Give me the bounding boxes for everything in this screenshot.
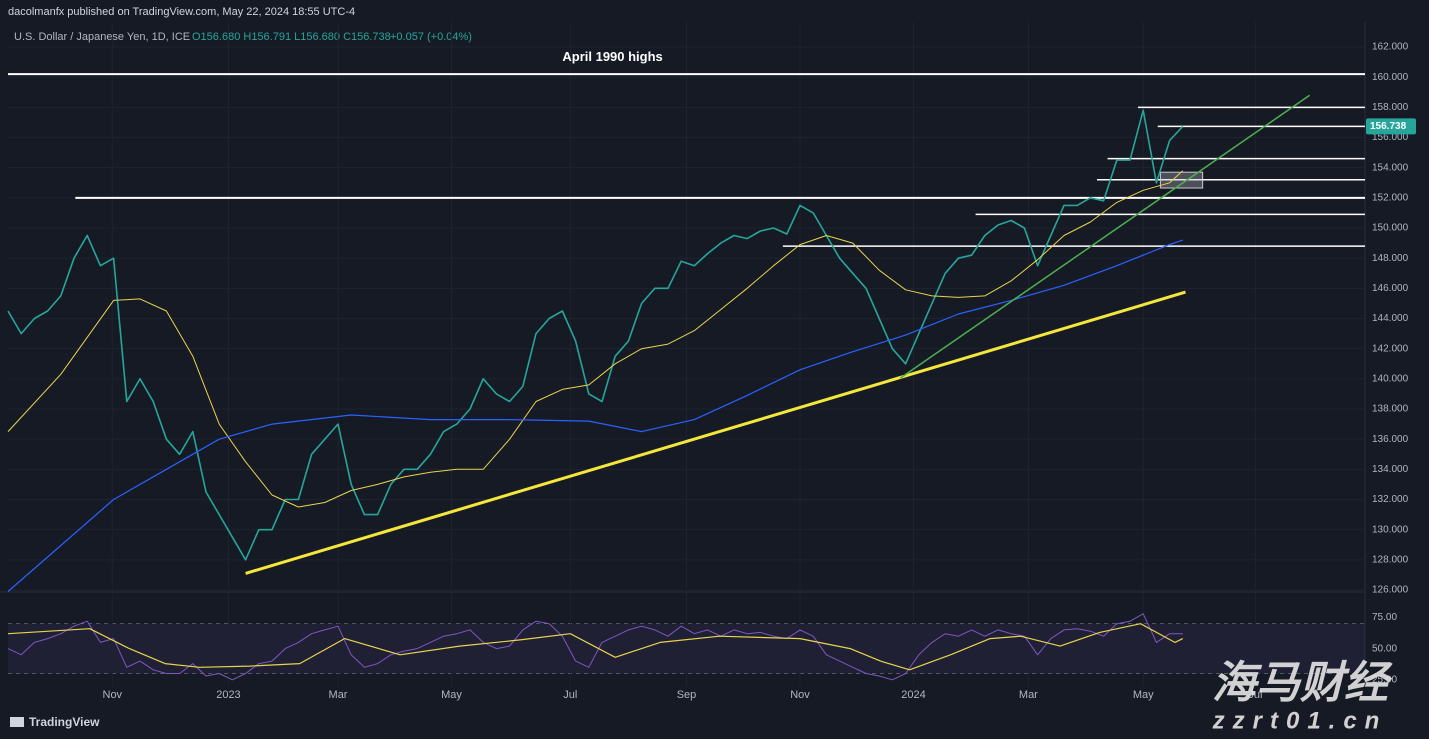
annotation: April 1990 highs bbox=[562, 49, 662, 64]
x-tick-label: May bbox=[441, 689, 462, 701]
x-tick-label: Sep bbox=[677, 689, 697, 701]
x-tick-label: May bbox=[1133, 689, 1154, 701]
y-tick-label: 138.000 bbox=[1372, 404, 1409, 415]
x-tick-label: Nov bbox=[790, 689, 810, 701]
y-tick-label: 154.000 bbox=[1372, 162, 1409, 173]
pane: 126.000 128.000 130.000 132.000 134.000 136.0… bbox=[7, 22, 1416, 596]
y-tick-label: 128.000 bbox=[1372, 554, 1409, 565]
x-tick-label: Mar bbox=[1019, 689, 1038, 701]
last-price-badge bbox=[1366, 118, 1416, 135]
zone-box bbox=[1159, 171, 1204, 189]
y-tick-label: 158.000 bbox=[1372, 102, 1409, 113]
y-tick-label: 50.00 bbox=[1372, 643, 1397, 654]
x-tick-label: Nov bbox=[103, 689, 123, 701]
series-line bbox=[7, 623, 1184, 671]
ohlc: O156.680 H156.791 L156.680 C156.738 bbox=[192, 31, 391, 43]
series-line bbox=[7, 239, 1183, 592]
y-tick-label: 156.000 bbox=[1372, 132, 1409, 143]
pane: Nov 2023 Mar May Jul Sep Nov 2024 Mar May Jul 25.00… bbox=[7, 593, 1397, 701]
x-tick-label: Jul bbox=[563, 689, 577, 701]
symbol: U.S. Dollar / Japanese Yen, 1D, ICE bbox=[14, 31, 190, 43]
series-line bbox=[7, 613, 1183, 681]
y-tick-label: 146.000 bbox=[1372, 283, 1409, 294]
x-tick-label: 2023 bbox=[216, 689, 240, 701]
trendline bbox=[899, 94, 1311, 379]
y-tick-label: 160.000 bbox=[1372, 72, 1409, 83]
y-tick-label: 130.000 bbox=[1372, 524, 1409, 535]
x-tick-label: Jul bbox=[1248, 689, 1262, 701]
y-tick-label: 136.000 bbox=[1372, 434, 1409, 445]
y-tick-label: 140.000 bbox=[1372, 373, 1409, 384]
x-tick-label: 2024 bbox=[901, 689, 925, 701]
y-tick-label: 162.000 bbox=[1372, 42, 1409, 53]
y-tick-label: 148.000 bbox=[1372, 253, 1409, 264]
y-tick-label: 126.000 bbox=[1372, 585, 1409, 596]
y-tick-label: 134.000 bbox=[1372, 464, 1409, 475]
y-tick-label: 144.000 bbox=[1372, 313, 1409, 324]
series-line bbox=[7, 170, 1184, 508]
y-tick-label: 132.000 bbox=[1372, 494, 1409, 505]
last-price-label: 156.738 bbox=[1370, 121, 1407, 132]
trendline bbox=[245, 290, 1186, 575]
y-tick-label: 150.000 bbox=[1372, 223, 1409, 234]
brand: TradingView bbox=[29, 715, 100, 729]
series-line bbox=[7, 109, 1184, 561]
y-tick-label: 25.00 bbox=[1372, 674, 1397, 685]
watermark-title: 海马财经 bbox=[1212, 659, 1393, 708]
watermark-site: zzrt01.cn bbox=[1212, 707, 1388, 734]
brand-logo: TradingView bbox=[10, 715, 100, 729]
x-tick-label: Mar bbox=[329, 689, 348, 701]
y-tick-label: 142.000 bbox=[1372, 343, 1409, 354]
change: +0.057 (+0.04%) bbox=[390, 31, 472, 43]
y-tick-label: 75.00 bbox=[1372, 612, 1397, 623]
logo-mark bbox=[10, 717, 24, 727]
y-tick-label: 152.000 bbox=[1372, 192, 1409, 203]
author: dacolmanfx published on TradingView.com,… bbox=[8, 6, 355, 18]
